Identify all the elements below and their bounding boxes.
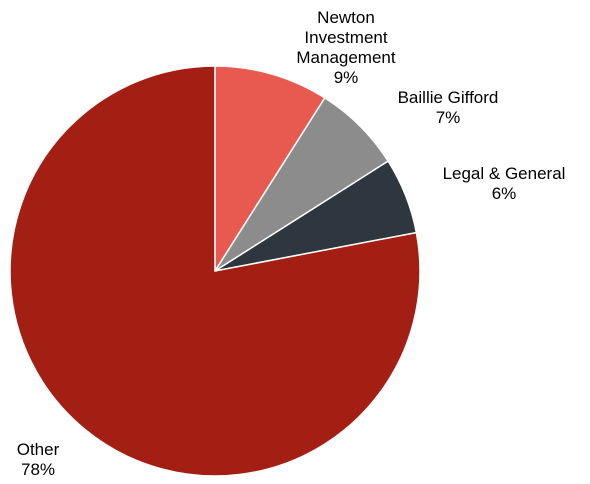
- data-label-value: 9%: [334, 68, 359, 87]
- pie-slices: [9, 65, 421, 477]
- data-label-value: 78%: [21, 460, 55, 479]
- pie-slice-other: [9, 65, 421, 477]
- data-label-value: 6%: [492, 184, 517, 203]
- data-label-name: Management: [296, 48, 396, 67]
- data-label-value: 7%: [436, 108, 461, 127]
- data-label-name: Investment: [304, 28, 387, 47]
- data-label-name: Other: [17, 440, 60, 459]
- data-label-name: Legal & General: [443, 164, 566, 183]
- pie-slice-newton-investment-management: [214, 65, 326, 274]
- data-label-name: Newton: [317, 8, 375, 27]
- data-label-name: Baillie Gifford: [398, 88, 499, 107]
